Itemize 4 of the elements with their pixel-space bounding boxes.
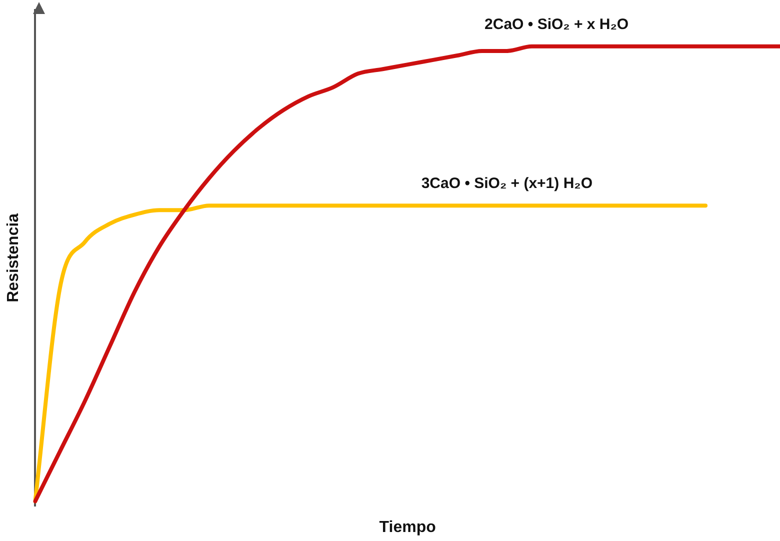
x-axis-title: Tiempo [379, 518, 436, 536]
series-label: 2CaO • SiO₂ + x H₂O [484, 16, 629, 34]
y-axis-title: Resistencia [5, 213, 22, 302]
series-label: 3CaO • SiO₂ + (x+1) H₂O [421, 175, 593, 192]
